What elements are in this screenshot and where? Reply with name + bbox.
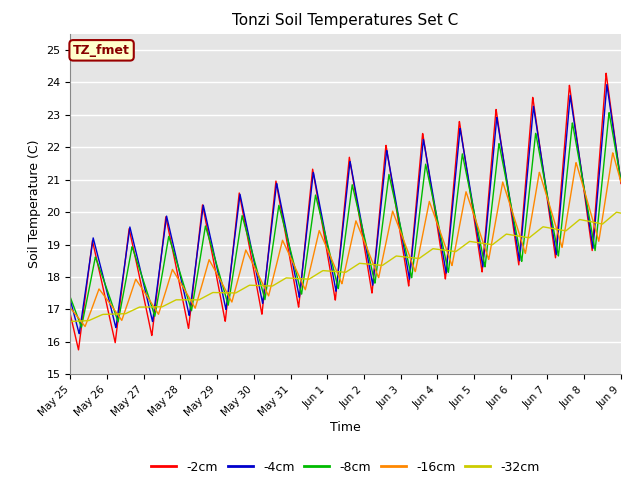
-32cm <box>67 319 74 324</box>
-4cm <box>527 139 534 145</box>
-4cm <box>168 235 175 240</box>
-8cm <box>67 295 74 300</box>
-4cm <box>518 236 525 242</box>
-32cm <box>526 234 534 240</box>
-2cm <box>75 347 83 353</box>
-8cm <box>527 180 534 186</box>
-8cm <box>77 324 85 330</box>
-2cm <box>527 124 534 130</box>
-32cm <box>446 248 454 254</box>
-16cm <box>527 223 534 228</box>
-32cm <box>458 244 466 250</box>
-8cm <box>168 242 175 248</box>
-16cm <box>168 269 175 275</box>
-8cm <box>447 253 454 259</box>
-16cm <box>518 238 525 244</box>
Line: -8cm: -8cm <box>70 102 640 327</box>
Line: -16cm: -16cm <box>70 143 640 326</box>
-8cm <box>458 153 466 158</box>
-2cm <box>168 242 175 248</box>
-2cm <box>447 221 454 227</box>
Text: TZ_fmet: TZ_fmet <box>73 44 130 57</box>
-32cm <box>500 233 508 239</box>
-8cm <box>500 168 508 174</box>
-16cm <box>67 305 74 311</box>
-2cm <box>518 229 525 235</box>
-32cm <box>168 300 175 305</box>
-4cm <box>76 331 83 336</box>
Line: -32cm: -32cm <box>70 205 640 322</box>
-4cm <box>500 162 508 168</box>
-2cm <box>500 163 508 168</box>
Line: -4cm: -4cm <box>70 73 640 334</box>
-16cm <box>500 184 508 190</box>
-16cm <box>81 324 89 329</box>
X-axis label: Time: Time <box>330 421 361 434</box>
-4cm <box>67 298 74 303</box>
-32cm <box>518 234 525 240</box>
-2cm <box>639 58 640 64</box>
-4cm <box>458 137 466 143</box>
-2cm <box>67 312 74 318</box>
-16cm <box>458 210 466 216</box>
-4cm <box>447 228 454 233</box>
Y-axis label: Soil Temperature (C): Soil Temperature (C) <box>28 140 41 268</box>
-2cm <box>458 136 466 142</box>
Title: Tonzi Soil Temperatures Set C: Tonzi Soil Temperatures Set C <box>232 13 459 28</box>
Line: -2cm: -2cm <box>70 61 640 350</box>
Legend: -2cm, -4cm, -8cm, -16cm, -32cm: -2cm, -4cm, -8cm, -16cm, -32cm <box>147 456 545 479</box>
-16cm <box>447 258 454 264</box>
-8cm <box>518 258 525 264</box>
